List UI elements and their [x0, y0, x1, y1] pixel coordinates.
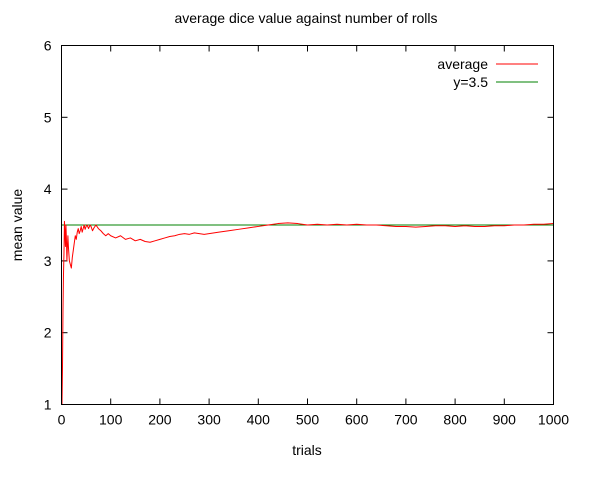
- x-tick-label: 0: [58, 412, 66, 428]
- x-tick-label: 500: [296, 412, 320, 428]
- legend-label: average: [437, 56, 488, 72]
- x-axis-label: trials: [292, 442, 322, 458]
- x-tick-label: 400: [247, 412, 271, 428]
- y-tick-label: 1: [44, 397, 52, 413]
- x-tick-label: 900: [493, 412, 517, 428]
- legend-label: y=3.5: [453, 74, 488, 90]
- x-tick-label: 1000: [538, 412, 569, 428]
- plot-frame: [61, 45, 554, 405]
- x-tick-label: 100: [99, 412, 123, 428]
- y-axis-label: mean value: [9, 189, 25, 262]
- plot-marks: 0 100 200 300 400 500 600 700 800 900 1000 1 2 3 4 5 6 av…: [44, 38, 570, 428]
- x-tick-label: 800: [443, 412, 467, 428]
- y-tick-label: 5: [44, 109, 52, 125]
- y-tick-label: 2: [44, 325, 52, 341]
- chart-title: average dice value against number of rol…: [174, 10, 437, 26]
- series-line-average: [61, 220, 554, 405]
- y-tick-label: 6: [44, 38, 52, 54]
- y-tick-label: 3: [44, 253, 52, 269]
- x-tick-label: 700: [394, 412, 418, 428]
- y-tick-label: 4: [44, 181, 52, 197]
- x-tick-label: 200: [148, 412, 172, 428]
- x-tick-label: 300: [197, 412, 221, 428]
- x-tick-label: 600: [345, 412, 369, 428]
